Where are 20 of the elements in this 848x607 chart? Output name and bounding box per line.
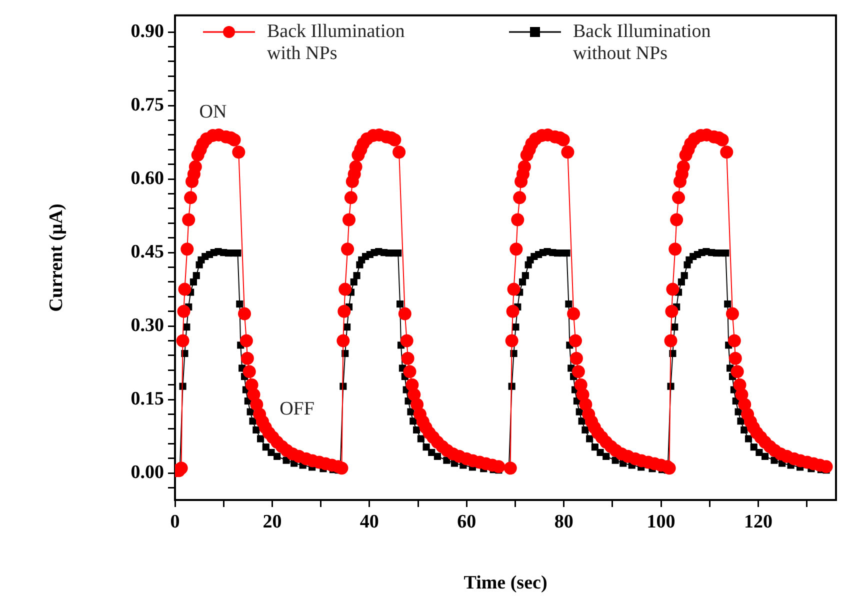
x-tick-label: 40 <box>360 511 379 532</box>
x-tick-label: 100 <box>646 511 676 532</box>
legend-label: Back Illumination with NPs <box>267 21 406 66</box>
y-tick-label: 0.00 <box>130 462 164 483</box>
x-tick-label: 60 <box>457 511 476 532</box>
x-tick-label: 120 <box>744 511 772 532</box>
x-tick-label: 0 <box>170 511 180 532</box>
y-tick-label: 0.45 <box>130 241 164 262</box>
x-axis-title: Time (sec) <box>464 572 548 594</box>
y-tick-label: 0.75 <box>130 94 164 116</box>
annotation: ON <box>199 101 227 122</box>
y-tick-label: 0.60 <box>130 168 164 189</box>
x-tick-label: 80 <box>554 511 574 532</box>
y-tick-label: 0.90 <box>130 20 164 42</box>
annotation: OFF <box>280 398 314 420</box>
y-tick-label: 0.30 <box>130 314 164 336</box>
y-tick-label: 0.15 <box>130 388 164 410</box>
x-tick-label: 20 <box>262 511 282 532</box>
y-axis-title: Current (μA) <box>46 204 67 312</box>
legend-label: Back Illumination without NPs <box>573 21 712 66</box>
